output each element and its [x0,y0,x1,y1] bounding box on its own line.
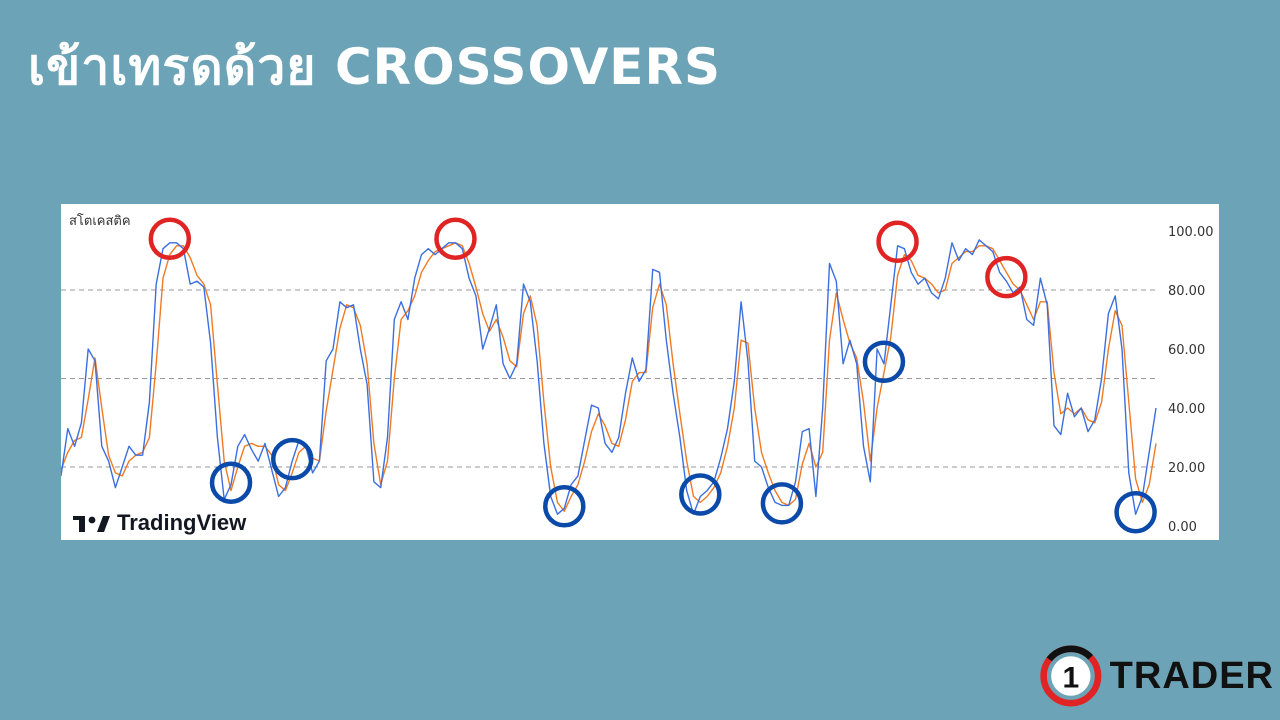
page-title: เข้าเทรดด้วย CROSSOVERS [28,38,721,96]
stochastic-chart: 100.00 80.00 60.00 40.00 20.00 0.00 [61,217,1214,535]
oversold-crossover-circle [679,473,722,516]
tradingview-logo-icon [73,516,110,532]
brand-word: TRADER [1109,654,1274,697]
y-tick-label: 60.00 [1168,343,1205,358]
tradingview-logo-text: TradingView [117,510,247,535]
overbought-crossover-circle [434,217,477,261]
y-tick-label: 100.00 [1168,225,1214,240]
brand-logo-icon: 1 [1040,645,1102,707]
y-tick-label: 20.00 [1168,461,1205,476]
oversold-crossover-circle [209,461,253,504]
d-line [61,242,1157,512]
oversold-crossover-circle [270,437,314,481]
tradingview-logo: TradingView [73,510,246,536]
oversold-crossover-circle [760,482,804,525]
y-tick-label: 0.00 [1168,520,1197,535]
overbought-crossover-circle [148,217,192,261]
oversold-crossover-circle [1114,490,1157,534]
k-line [61,239,1157,515]
oversold-crossover-circle [543,485,586,528]
overbought-crossover-circle [985,255,1028,299]
oversold-crossover-circle [862,340,906,383]
stochastic-chart-panel: 100.00 80.00 60.00 40.00 20.00 0.00 สโตเคสติค… [61,204,1219,540]
y-tick-label: 80.00 [1168,284,1205,299]
y-tick-label: 40.00 [1168,402,1205,417]
brand-logo: 1 TRADER [1038,640,1274,712]
brand-number: 1 [1062,661,1079,694]
overbought-crossover-circle [876,220,919,263]
indicator-label: สโตเคสติค [69,214,131,229]
